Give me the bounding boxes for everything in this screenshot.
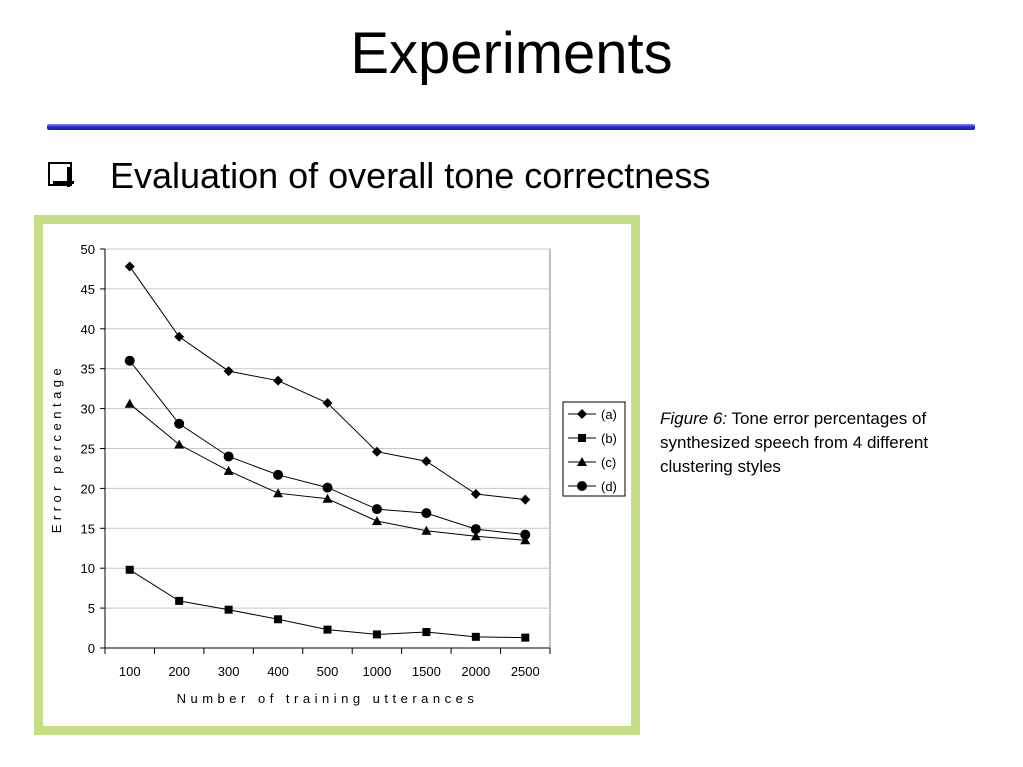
legend-marker: [577, 409, 587, 419]
bullet-text: Evaluation of overall tone correctness: [110, 155, 711, 196]
y-tick-label: 20: [81, 481, 95, 496]
legend-label: (d): [601, 479, 617, 494]
x-tick-label: 1000: [362, 664, 391, 679]
data-point: [323, 625, 332, 634]
data-point: [322, 398, 333, 409]
data-point: [273, 469, 284, 480]
x-tick-label: 100: [119, 664, 141, 679]
data-point: [224, 605, 233, 614]
y-tick-label: 35: [81, 362, 95, 377]
y-tick-label: 45: [81, 282, 95, 297]
x-tick-label: 2000: [461, 664, 490, 679]
x-tick-label: 300: [218, 664, 240, 679]
data-point: [520, 494, 531, 505]
slide-title: Experiments: [350, 21, 673, 86]
data-point: [520, 535, 531, 545]
data-point: [421, 525, 432, 535]
x-tick-label: 1500: [412, 664, 441, 679]
caption-lead: Figure 6:: [660, 409, 728, 428]
data-point: [273, 488, 284, 498]
y-axis-label: Error percentage: [49, 364, 64, 534]
data-point: [124, 398, 135, 408]
data-point: [421, 508, 432, 519]
series-4: [124, 355, 531, 540]
data-point: [371, 446, 382, 457]
legend-marker: [578, 434, 586, 442]
data-point: [422, 628, 431, 637]
legend-box: [562, 401, 626, 497]
legend-label: (c): [601, 455, 616, 470]
data-point: [322, 493, 333, 503]
title-divider: [47, 124, 975, 130]
y-tick-label: 0: [88, 641, 95, 656]
x-tick-label: 400: [267, 664, 289, 679]
y-tick-label: 10: [81, 561, 95, 576]
data-point: [520, 529, 531, 540]
data-point: [471, 632, 480, 641]
data-point: [421, 456, 432, 467]
figure-caption: Figure 6: Tone error percentages of synt…: [660, 407, 1000, 479]
data-point: [223, 465, 234, 475]
data-point: [274, 615, 283, 624]
data-point: [124, 261, 135, 272]
data-point: [174, 439, 185, 449]
data-point: [223, 451, 234, 462]
data-point: [470, 531, 481, 541]
legend-label: (a): [601, 407, 617, 422]
series-3: [124, 398, 531, 545]
legend-label: (b): [601, 431, 617, 446]
data-point: [470, 488, 481, 499]
checkbox-bullet-icon: [48, 162, 74, 187]
x-axis-label: Number of training utterances: [177, 691, 479, 706]
data-point: [371, 504, 382, 515]
y-tick-label: 15: [81, 521, 95, 536]
y-tick-label: 25: [81, 442, 95, 457]
data-point: [124, 355, 135, 366]
series-1: [124, 261, 531, 505]
x-tick-label: 500: [317, 664, 339, 679]
data-point: [174, 418, 185, 429]
data-point: [175, 596, 184, 605]
x-tick-label: 200: [168, 664, 190, 679]
y-tick-label: 40: [81, 322, 95, 337]
series-2: [125, 565, 530, 642]
data-point: [372, 630, 381, 639]
y-tick-label: 5: [88, 601, 95, 616]
data-point: [174, 331, 185, 342]
data-point: [521, 633, 530, 642]
data-point: [223, 366, 234, 377]
data-point: [371, 516, 382, 526]
x-tick-label: 2500: [511, 664, 540, 679]
data-point: [273, 375, 284, 386]
legend-marker: [577, 481, 587, 491]
legend-marker: [577, 457, 587, 466]
data-point: [322, 482, 333, 493]
data-point: [125, 565, 134, 574]
data-point: [470, 524, 481, 535]
caption-text: Tone error percentages of synthesized sp…: [660, 409, 929, 476]
y-tick-label: 30: [81, 402, 95, 417]
y-tick-label: 50: [81, 242, 95, 257]
